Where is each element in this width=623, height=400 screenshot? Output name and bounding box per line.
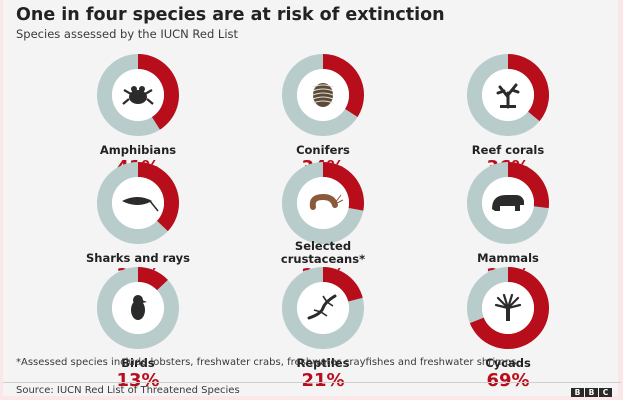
donut-at-risk-slice	[469, 267, 549, 349]
footer-divider	[3, 382, 621, 383]
donut-chart	[467, 267, 550, 349]
donut-chart	[97, 162, 180, 244]
donut-item-sharks-and-rays: Sharks and rays37%	[48, 158, 228, 286]
shrimp-icon	[309, 193, 344, 210]
bird-icon	[131, 295, 147, 320]
category-label: Cycads	[485, 356, 531, 370]
percent-value: 69%	[486, 370, 530, 391]
category-label: Amphibians	[99, 143, 177, 157]
percent-value: 13%	[116, 370, 160, 391]
category-label: Mammals	[477, 251, 539, 265]
donut-chart	[467, 162, 550, 244]
donut-item-reef-corals: Reef corals36%	[418, 50, 598, 178]
donut-at-risk-slice	[508, 54, 549, 122]
category-label: Reptiles	[296, 356, 350, 370]
bbc-logo-letter: C	[599, 388, 612, 397]
bear-icon	[492, 195, 524, 211]
donut-chart	[97, 267, 180, 349]
cycad-icon	[494, 293, 522, 321]
donut-item-amphibians: Amphibians41%	[48, 50, 228, 178]
donut-at-risk-slice	[138, 267, 168, 291]
chart-card: One in four species are at risk of extin…	[3, 0, 621, 397]
donut-at-risk-slice	[138, 54, 179, 130]
donut-chart	[282, 162, 365, 244]
ray-icon	[122, 197, 159, 212]
category-label: Reef corals	[471, 143, 545, 157]
donut-at-risk-slice	[138, 162, 179, 232]
donut-at-risk-slice	[323, 267, 363, 302]
donut-chart	[282, 267, 365, 349]
footnote: *Assessed species include lobsters, fres…	[16, 357, 517, 368]
chart-title: One in four species are at risk of extin…	[16, 5, 445, 25]
source-note: Source: IUCN Red List of Threatened Spec…	[16, 385, 240, 396]
category-label: Birds	[121, 356, 155, 370]
donut-chart	[282, 54, 365, 136]
donut-at-risk-slice	[323, 54, 364, 117]
category-label-line: Selected	[294, 239, 352, 253]
donut-hole	[297, 177, 349, 229]
donut-item-mammals: Mammals27%	[418, 158, 598, 286]
category-label: Conifers	[296, 143, 350, 157]
percent-value: 21%	[301, 370, 345, 391]
donut-item-cycads: Cycads 69%	[418, 263, 598, 391]
frog-icon	[122, 86, 154, 105]
donut-at-risk-slice	[508, 162, 549, 209]
donut-item-birds: Birds 13%	[48, 263, 228, 391]
donut-chart	[97, 54, 180, 136]
lizard-icon	[307, 294, 337, 320]
category-label: Selected crustaceans*	[233, 240, 413, 266]
donut-item-reptiles: Reptiles 21%	[233, 263, 413, 391]
coral-icon	[496, 83, 520, 109]
donut-chart	[467, 54, 550, 136]
donut-at-risk-slice	[323, 162, 364, 211]
category-label-line: crustaceans*	[280, 252, 366, 266]
bbc-logo-letter: B	[571, 388, 584, 397]
donut-item-conifers: Conifers34%	[233, 50, 413, 178]
category-label: Sharks and rays	[86, 251, 190, 265]
pine-cone-icon	[312, 83, 334, 107]
chart-subtitle: Species assessed by the IUCN Red List	[16, 27, 239, 41]
bbc-logo-letter: B	[585, 388, 598, 397]
bbc-logo: B B C	[571, 388, 612, 397]
